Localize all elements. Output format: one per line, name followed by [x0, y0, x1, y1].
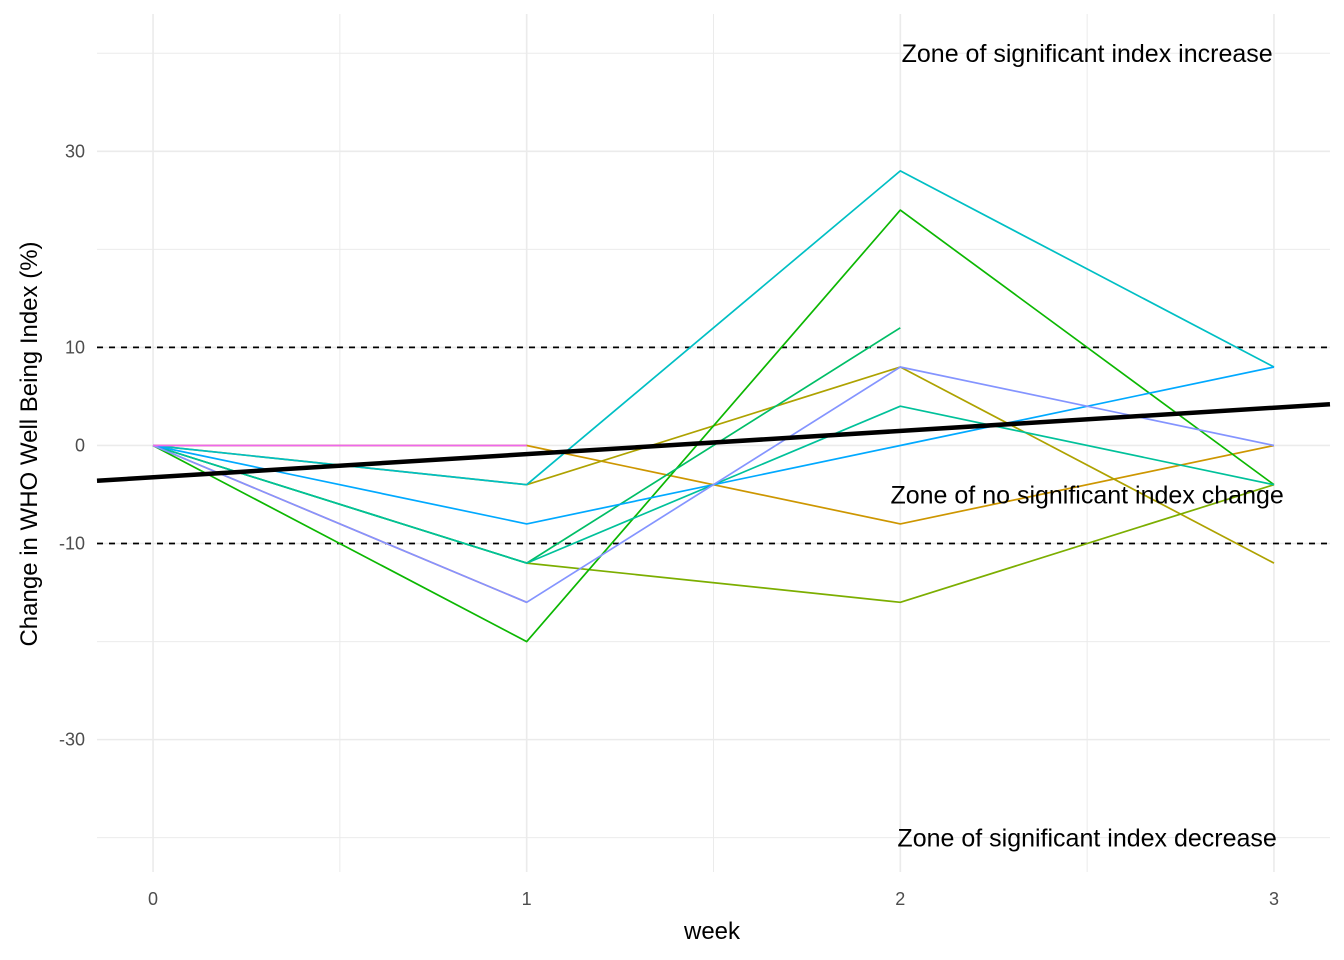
- x-tick-label: 1: [522, 889, 532, 909]
- y-tick-label: 30: [65, 141, 85, 161]
- y-tick-label: 10: [65, 337, 85, 357]
- y-axis-title: Change in WHO Well Being Index (%): [16, 241, 43, 646]
- x-tick-label: 0: [148, 889, 158, 909]
- zone-annotation: Zone of significant index increase: [902, 40, 1273, 68]
- reference-lines: [97, 346, 1330, 545]
- series-line: [152, 366, 1275, 604]
- annotations: Zone of significant index increase Zone o…: [890, 40, 1283, 852]
- zone-annotation: Zone of no significant index change: [890, 481, 1283, 509]
- y-tick-labels: -30 -10 0 10 30: [59, 141, 85, 749]
- x-tick-labels: 0 1 2 3: [148, 889, 1279, 909]
- zone-annotation: Zone of significant index decrease: [897, 825, 1276, 853]
- trend-line-group: [96, 402, 1331, 483]
- y-tick-label: -30: [59, 730, 85, 750]
- x-tick-label: 3: [1269, 889, 1279, 909]
- x-tick-label: 2: [895, 889, 905, 909]
- x-axis-title: week: [683, 918, 741, 945]
- y-tick-label: -10: [59, 534, 85, 554]
- trend-line: [96, 402, 1331, 483]
- series-line: [152, 209, 1275, 643]
- y-tick-label: 0: [75, 435, 85, 455]
